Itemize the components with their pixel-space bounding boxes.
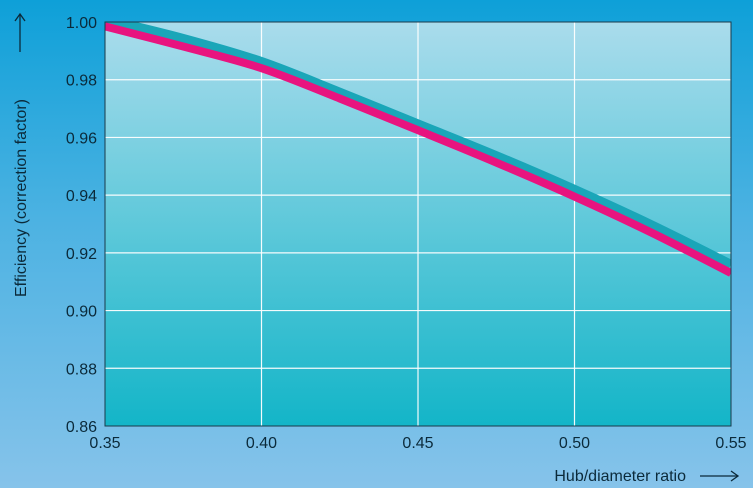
x-tick-label: 0.45 [402,435,433,452]
y-tick-label: 0.96 [66,130,97,147]
y-tick-label: 0.90 [66,304,97,321]
x-axis-label: Hub/diameter ratio [554,468,686,485]
y-axis-label: Efficiency (correction factor) [13,99,30,297]
y-tick-label: 0.86 [66,419,97,436]
y-tick-label: 0.92 [66,246,97,263]
series-layer [105,22,731,277]
grid [105,22,731,426]
plot-frame [104,21,732,427]
y-tick-label: 0.94 [66,188,97,205]
x-tick-label: 0.35 [89,435,120,452]
y-tick-label: 0.88 [66,361,97,378]
y-tick-label: 0.98 [66,73,97,90]
series-line-2 [105,22,731,277]
x-tick-labels: 0.35 0.40 0.45 0.50 0.55 [89,435,746,452]
x-tick-label: 0.50 [559,435,590,452]
y-tick-labels: 0.86 0.88 0.90 0.92 0.94 0.96 0.98 1.00 [66,15,97,436]
x-axis-arrow-icon [700,470,740,482]
series-line-1 [105,22,731,269]
x-tick-label: 0.55 [715,435,746,452]
y-tick-label: 1.00 [66,15,97,32]
x-tick-label: 0.40 [246,435,277,452]
y-axis-arrow-icon [14,12,26,52]
